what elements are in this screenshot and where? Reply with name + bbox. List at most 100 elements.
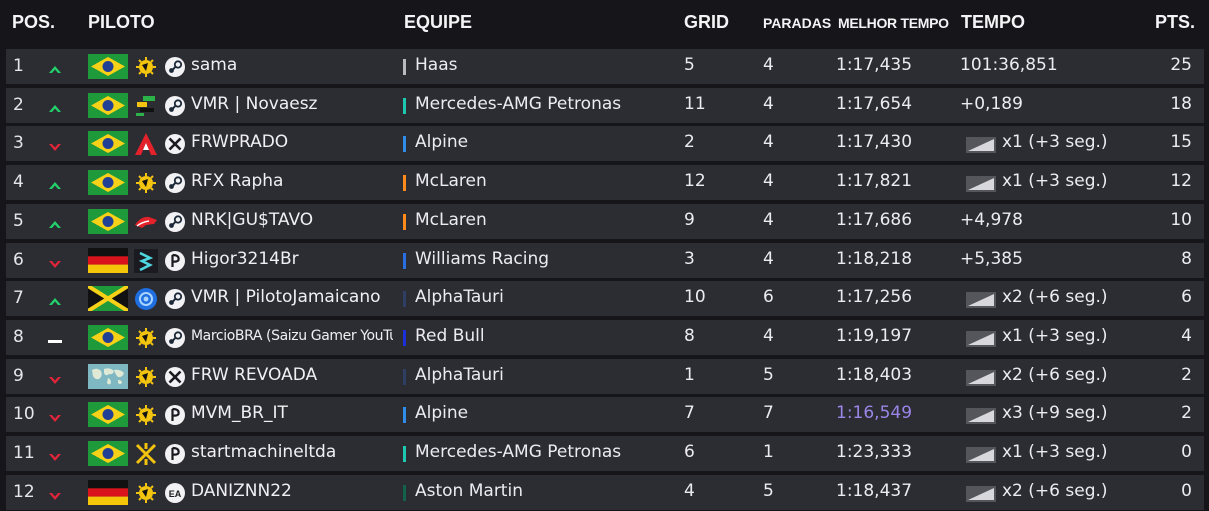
points: 2 — [1181, 403, 1192, 424]
points: 12 — [1170, 171, 1192, 192]
table-row[interactable]: 11 startmachineltda Mercedes-AMG Petronas 6… — [6, 436, 1204, 471]
team-color-bar — [403, 213, 406, 230]
table-row[interactable]: 2 VMR | Novaesz Mercedes-AMG Petronas 11 4 1:… — [6, 87, 1204, 123]
ea-icon: EA — [164, 482, 186, 504]
table-row[interactable]: 9 FRW REVOADA AlphaTauri 1 5 1:18,403 x2 (+6 s… — [6, 358, 1204, 394]
table-row[interactable]: 4 RFX Rapha McLaren 12 4 1:17,821 x1 (+3 seg.)… — [6, 165, 1204, 201]
points: 10 — [1170, 209, 1192, 230]
header-best-lap: MELHOR TEMPO — [838, 15, 949, 31]
points: 25 — [1170, 55, 1192, 75]
pit-stops: 4 — [763, 132, 774, 153]
brazil-flag-icon — [88, 131, 128, 157]
position: 12 — [13, 481, 35, 502]
points: 8 — [1181, 248, 1192, 269]
xbox-icon — [164, 366, 186, 388]
pit-stops: 4 — [763, 325, 774, 346]
position-up-icon — [48, 61, 62, 73]
brazil-flag-icon — [88, 92, 128, 118]
position-down-icon — [48, 487, 62, 500]
car-logo-icon — [134, 210, 158, 234]
team-color-bar — [403, 291, 406, 308]
lapped-flag-icon — [966, 176, 996, 193]
steam-icon — [164, 327, 186, 349]
driver-name: startmachineltda — [191, 442, 337, 462]
steam-icon — [164, 211, 186, 233]
grid-position: 4 — [684, 480, 695, 501]
position: 8 — [13, 326, 24, 347]
race-time: x1 (+3 seg.) — [1002, 442, 1108, 462]
position: 5 — [13, 210, 24, 231]
best-lap-time: 1:16,549 — [836, 403, 913, 424]
steam-icon — [164, 56, 186, 78]
race-time: x1 (+3 seg.) — [1002, 132, 1108, 153]
table-row[interactable]: 7 VMR | PilotoJamaicano AlphaTauri 10 6 1:17,… — [6, 281, 1204, 317]
team-color-bar — [403, 175, 406, 192]
points: 4 — [1181, 325, 1192, 346]
grid-position: 7 — [684, 403, 695, 424]
position: 10 — [13, 404, 35, 425]
position: 11 — [13, 443, 35, 463]
table-row[interactable]: 10 MVM_BR_IT Alpine 7 7 1:16,549 x3 (+9 seg.) 2 — [6, 397, 1204, 433]
race-time: x3 (+9 seg.) — [1002, 403, 1108, 424]
lapped-flag-icon — [966, 369, 996, 386]
points: 15 — [1170, 132, 1192, 153]
race-time: 101:36,851 — [960, 55, 1058, 75]
brazil-flag-icon — [88, 208, 128, 234]
lapped-flag-icon — [966, 330, 996, 347]
playstation-icon — [164, 443, 186, 465]
driver-name: NRK|GU$TAVO — [191, 209, 314, 230]
driver-name: MarcioBRA (Saizu Gamer YouTu — [191, 327, 393, 344]
driver-name: VMR | Novaesz — [191, 93, 318, 114]
brazil-flag-icon — [88, 324, 128, 350]
xbox-icon — [164, 133, 186, 155]
points: 0 — [1181, 442, 1192, 462]
position-same-icon — [48, 332, 62, 344]
grid-position: 1 — [684, 364, 695, 385]
position: 6 — [13, 249, 24, 270]
driver-name: MVM_BR_IT — [191, 403, 288, 424]
germany-flag-icon — [88, 247, 128, 273]
a-logo-icon — [134, 132, 158, 156]
table-row[interactable]: 12 EA DANIZNN22 Aston Martin 4 5 1:18,437 x2 (+… — [6, 474, 1204, 510]
grid-position: 12 — [684, 171, 706, 192]
brazil-flag-icon — [88, 54, 128, 79]
position: 1 — [13, 56, 24, 76]
header-driver: PILOTO — [88, 12, 155, 32]
team-name: Aston Martin — [415, 480, 523, 501]
team-name: McLaren — [415, 171, 487, 192]
team-color-bar — [403, 484, 406, 501]
s-logo-icon — [134, 248, 158, 273]
playstation-icon — [164, 250, 186, 272]
lapped-flag-icon — [966, 408, 996, 425]
table-row[interactable]: 6 Higor3214Br Williams Racing 3 4 1:18,218 +5,… — [6, 242, 1204, 278]
pit-stops: 7 — [763, 403, 774, 424]
table-row[interactable]: 8 MarcioBRA (Saizu Gamer YouTu Red Bull 8 4 1… — [6, 319, 1204, 355]
race-time: x2 (+6 seg.) — [1002, 287, 1108, 308]
pit-stops: 4 — [763, 171, 774, 192]
points: 2 — [1181, 364, 1192, 385]
header-grid: GRID — [684, 12, 729, 32]
grid-position: 3 — [684, 248, 695, 269]
team-name: Williams Racing — [415, 248, 550, 269]
team-color-bar — [403, 368, 406, 385]
pixel-logo-icon — [134, 94, 158, 118]
team-color-bar — [403, 252, 406, 269]
pit-stops: 4 — [763, 248, 774, 269]
position-down-icon — [48, 371, 62, 384]
team-name: Alpine — [415, 132, 469, 153]
table-row[interactable]: 3 FRWPRADO Alpine 2 4 1:17,430 x1 (+3 seg.) 15 — [6, 126, 1204, 162]
pit-stops: 4 — [763, 209, 774, 230]
position-up-icon — [48, 293, 62, 306]
team-name: AlphaTauri — [415, 287, 504, 308]
best-lap-time: 1:17,430 — [836, 132, 913, 153]
cross-logo-icon — [134, 442, 158, 466]
position: 4 — [13, 172, 24, 193]
driver-name: DANIZNN22 — [191, 480, 292, 501]
team-name: McLaren — [415, 209, 487, 230]
team-name: Mercedes-AMG Petronas — [415, 442, 622, 462]
table-row[interactable]: 5 NRK|GU$TAVO McLaren 9 4 1:17,686 +4,978 10 — [6, 203, 1204, 239]
best-lap-time: 1:18,403 — [836, 364, 913, 385]
team-color-bar — [403, 136, 406, 153]
position-down-icon — [48, 255, 62, 268]
table-row[interactable]: 1 sama Haas 5 4 1:17,435 101:36,851 25 — [6, 49, 1204, 84]
